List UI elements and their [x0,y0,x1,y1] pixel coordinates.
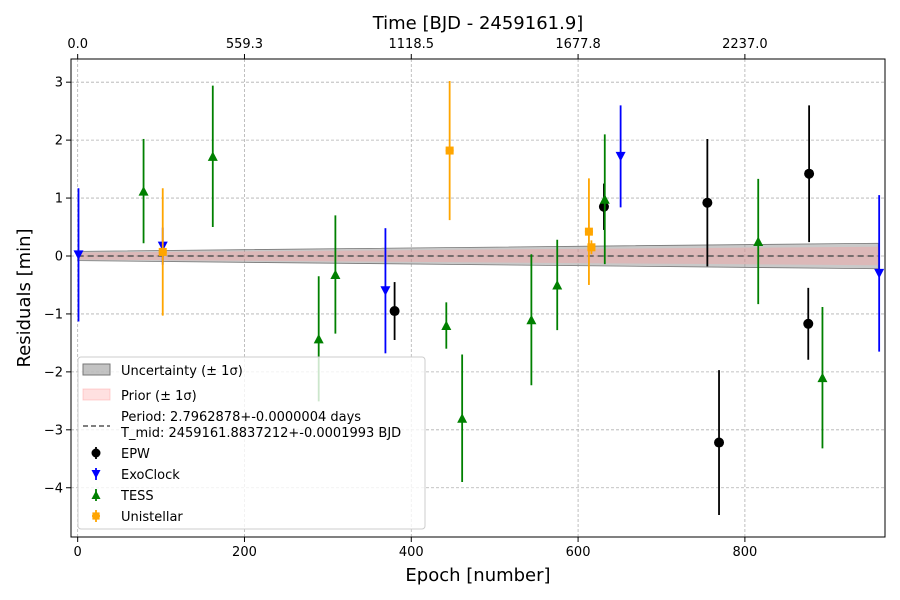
marker-square [92,512,100,520]
legend-uncertainty-label: Uncertainty (± 1σ) [121,364,243,379]
marker-circle [389,306,400,317]
legend-period-label: Period: 2.7962878+-0.0000004 days [121,410,361,425]
legend-prior-label: Prior (± 1σ) [121,389,197,404]
marker-triangle-down [615,151,626,162]
marker-triangle-down [91,469,101,479]
marker-triangle-up [138,186,149,196]
marker-triangle-up [526,314,537,325]
marker-triangle-up [753,236,764,247]
marker-square [158,247,167,256]
axes: 0 200 400 600 800 3 2 1 0 −1 −2 −3 −4 0.0 559.3 1118.5 1… [44,37,768,560]
series-exoclock [73,105,885,354]
marker-triangle-up [441,320,452,331]
y-tick-label: 2 [55,134,63,149]
x-axis-label: Epoch [number] [405,565,550,586]
plot-area [71,59,885,537]
marker-triangle-up [313,333,324,344]
y-tick-label: 1 [55,192,63,207]
series-unistellar [158,81,596,316]
legend-series-label: EPW [121,447,150,462]
legend-uncertainty-swatch [82,363,111,376]
marker-circle [803,318,814,329]
marker-triangle-up [457,413,468,423]
marker-triangle-down [73,250,84,260]
y-tick-label: −3 [44,423,63,438]
marker-triangle-up [552,279,563,290]
legend: Uncertainty (± 1σ) Prior (± 1σ) Period: … [77,356,426,530]
marker-circle [702,197,713,208]
y-tick-label: 0 [55,249,63,264]
legend-series-label: ExoClock [121,468,180,483]
plot-frame [70,58,886,538]
top-tick-label: 2237.0 [722,37,768,52]
marker-triangle-up [817,372,828,383]
x-tick-label: 200 [232,545,257,560]
y-tick-label: −4 [44,481,63,496]
top-tick-label: 1677.8 [555,37,601,52]
marker-circle [804,168,815,179]
y-tick-label: −1 [44,307,63,322]
marker-triangle-down [380,286,391,296]
legend-series-label: Unistellar [121,510,183,525]
x-tick-label: 600 [566,545,591,560]
marker-triangle-up [207,151,218,161]
series-tess [138,85,828,482]
legend-prior-swatch [82,388,111,401]
y-tick-label: 3 [55,76,63,91]
marker-circle [714,437,725,448]
x-tick-label: 400 [399,545,424,560]
top-tick-label: 559.3 [226,37,263,52]
marker-triangle-up [599,194,610,204]
marker-square [587,243,596,252]
legend-box [77,356,426,530]
legend-series-label: TESS [120,489,154,504]
marker-square [584,227,593,236]
top-axis-label: Time [BJD - 2459161.9] [372,13,584,34]
marker-triangle-down [874,268,885,279]
marker-circle [91,448,101,458]
x-tick-label: 0 [74,545,82,560]
y-tick-label: −2 [44,365,63,380]
marker-triangle-up [330,269,341,280]
marker-square [445,146,454,155]
marker-triangle-up [91,490,101,500]
legend-tmid-label: T_mid: 2459161.8837212+-0.0001993 BJD [120,426,401,441]
top-tick-label: 0.0 [67,37,88,52]
y-axis-label: Residuals [min] [14,228,35,367]
top-tick-label: 1118.5 [389,37,435,52]
x-tick-label: 800 [732,545,757,560]
